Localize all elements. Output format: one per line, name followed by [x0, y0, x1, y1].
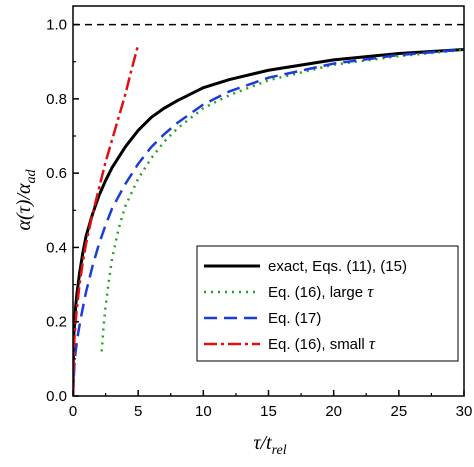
x-tick-label: 15 [260, 403, 277, 420]
x-tick-label: 5 [134, 403, 142, 420]
x-tick-label: 30 [456, 403, 473, 420]
y-tick-label: 0.8 [46, 91, 67, 108]
legend-label-1: Eq. (16), large τ [268, 282, 374, 301]
x-axis-label: τ/trel [253, 432, 286, 458]
legend-label-text: Eq. (17) [268, 310, 321, 327]
y-tick-label: 0.4 [46, 239, 67, 256]
x-tick-label: 10 [195, 403, 212, 420]
legend-label-text: exact, Eqs. (11), (15) [268, 258, 407, 275]
y-tick-label: 0.2 [46, 314, 67, 331]
legend-label-text: Eq. (16), small [268, 336, 369, 353]
legend-label-0: exact, Eqs. (11), (15) [268, 258, 407, 275]
x-tick-label: 0 [69, 403, 77, 420]
series-line-3 [73, 44, 140, 396]
legend-label-2: Eq. (17) [268, 310, 321, 327]
y-tick-label: 0.6 [46, 165, 67, 182]
series-line-2 [73, 48, 464, 396]
x-axis-label-main: τ/t [253, 432, 272, 454]
x-tick-label: 25 [390, 403, 407, 420]
y-tick-label: 0.0 [46, 388, 67, 405]
y-axis-label-main: α(τ)/α [13, 183, 35, 231]
legend-label-3: Eq. (16), small τ [268, 334, 376, 353]
legend-label-tau: τ [367, 282, 374, 301]
legend-label-tau: τ [369, 334, 376, 353]
x-axis-label-sub: rel [272, 443, 287, 458]
y-axis-label: α(τ)/αad [13, 168, 39, 230]
legend-label-text: Eq. (16), large [268, 284, 367, 301]
legend: exact, Eqs. (11), (15)Eq. (16), large τE… [196, 245, 459, 362]
series-line-0 [73, 47, 464, 396]
x-tick-label: 20 [325, 403, 342, 420]
y-axis-label-sub: ad [24, 168, 39, 183]
y-tick-label: 1.0 [46, 17, 67, 34]
